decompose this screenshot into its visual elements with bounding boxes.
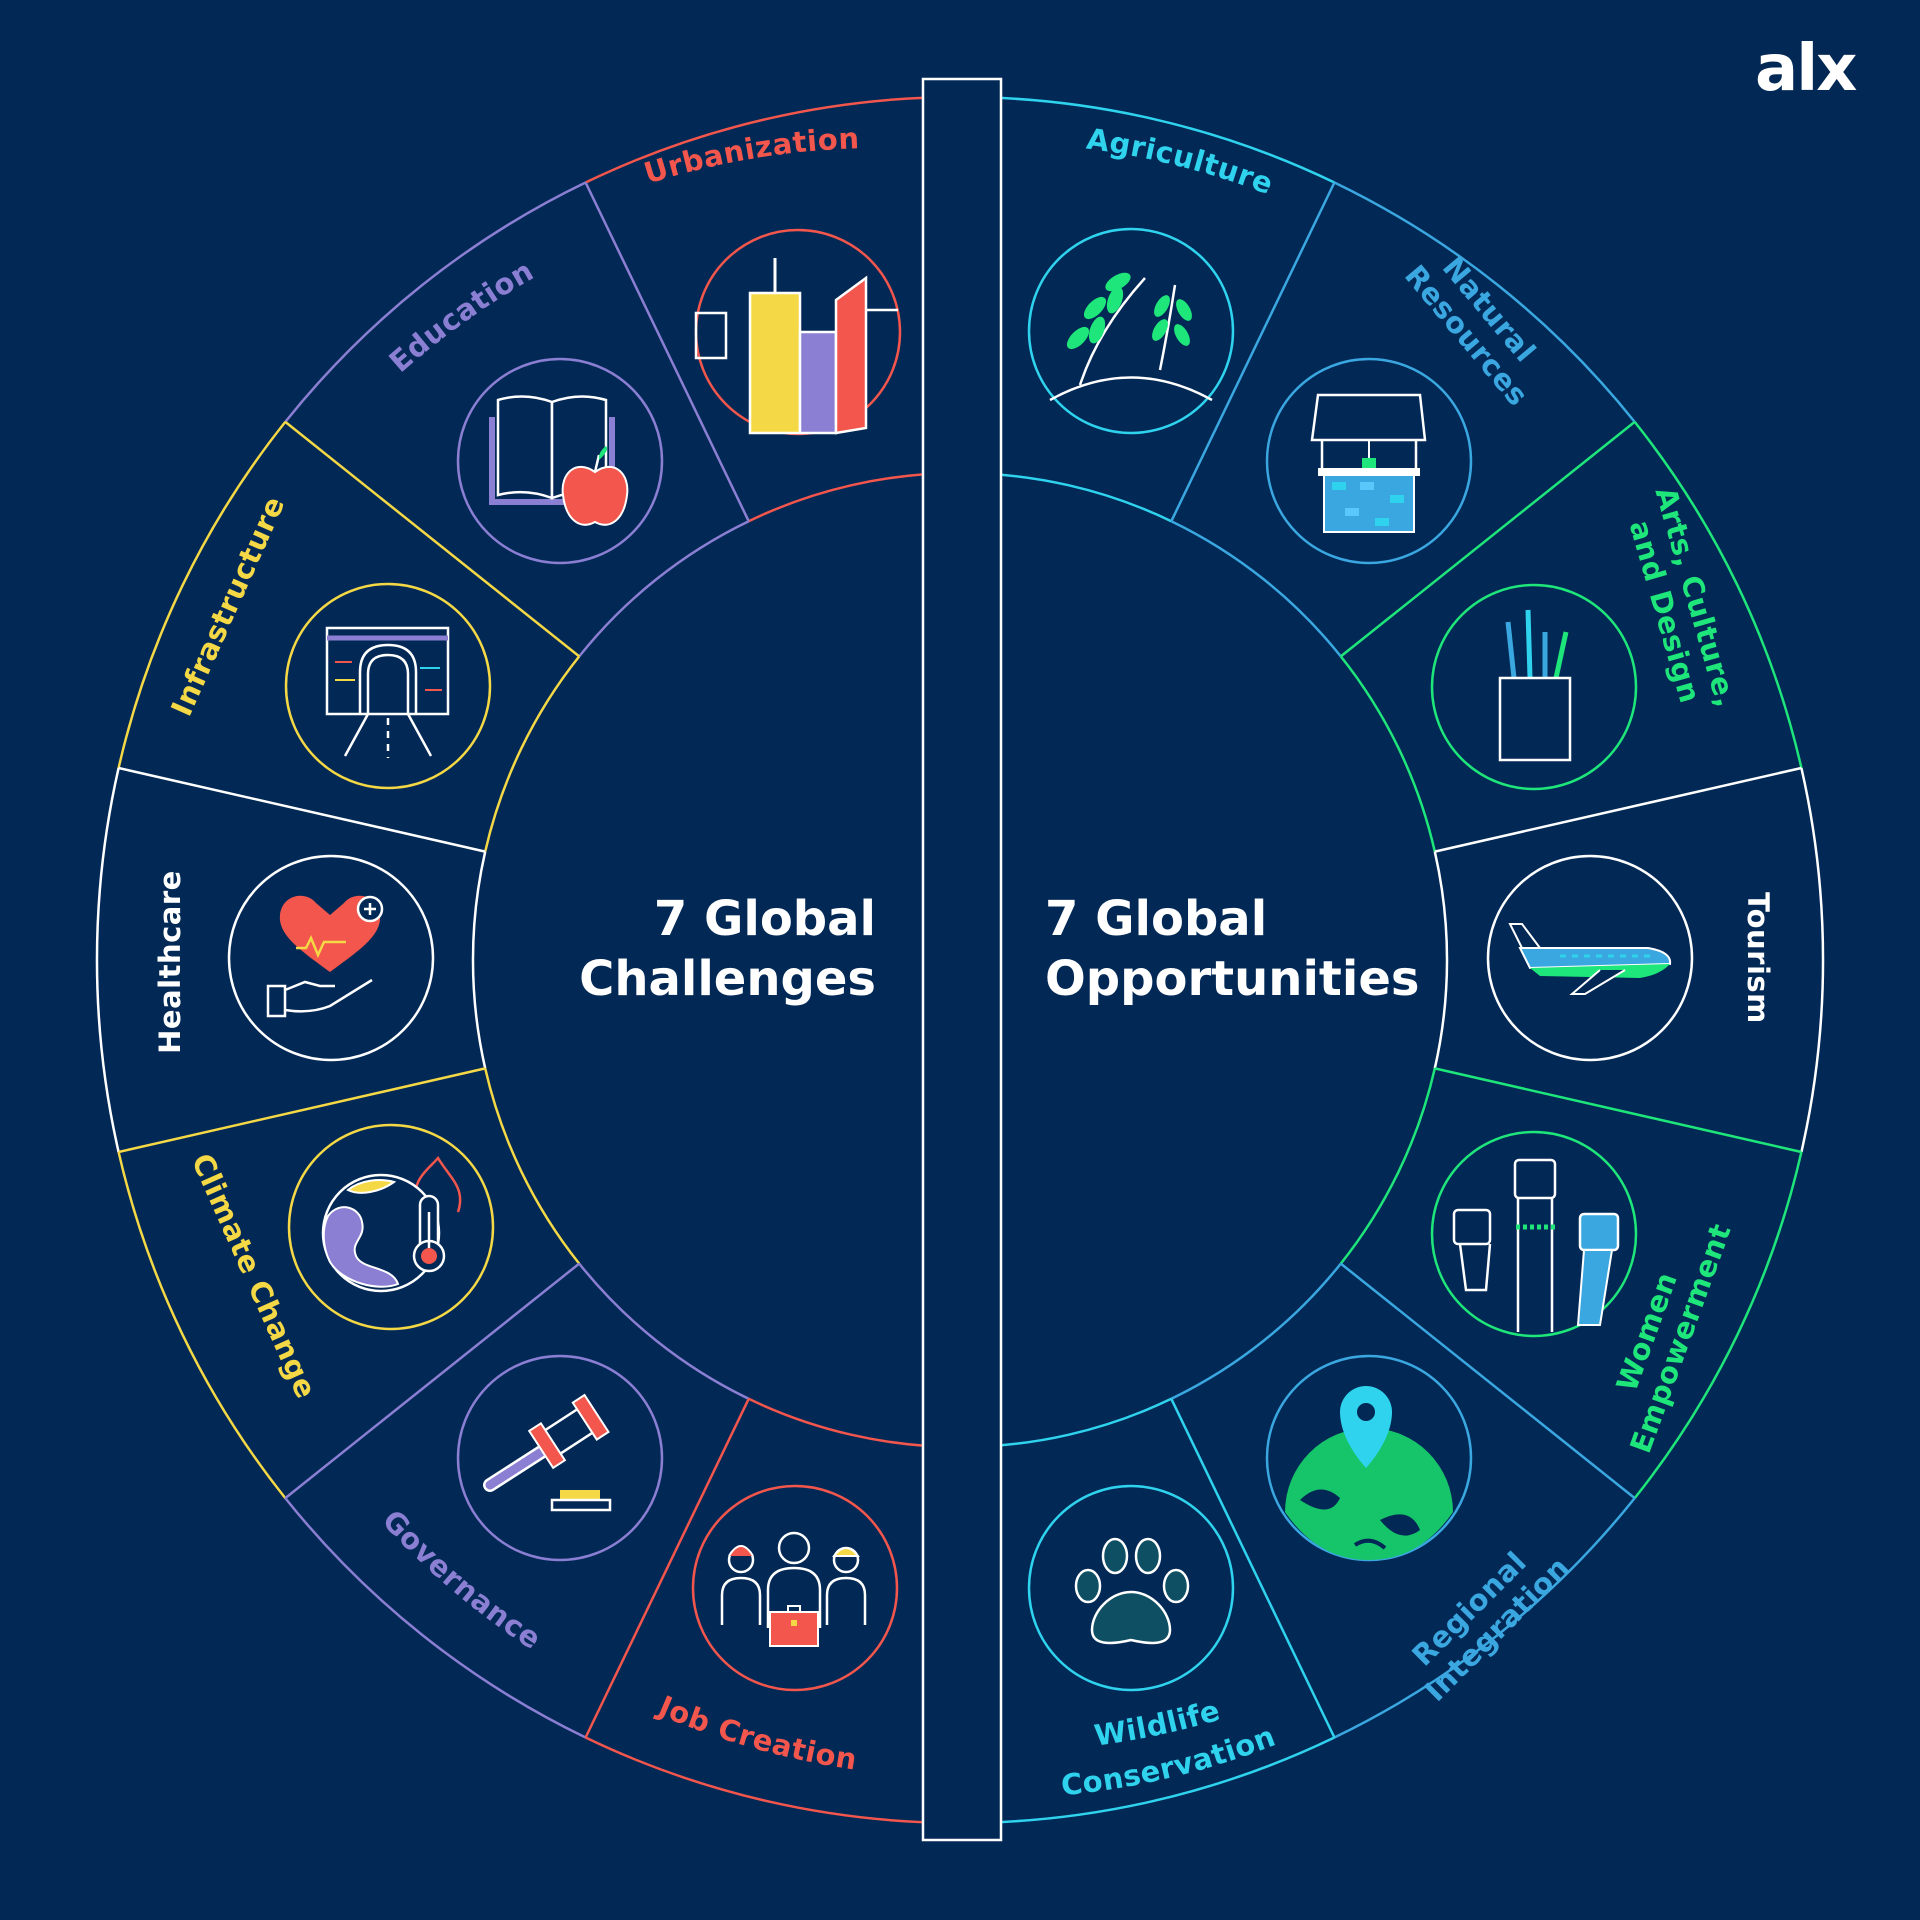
outer-arc-challenge bbox=[284, 1497, 587, 1739]
raised-fists-icon bbox=[1430, 1130, 1638, 1338]
opportunities-hub-title: 7 Global Opportunities bbox=[1045, 891, 1419, 1007]
paw-print-icon bbox=[1027, 1484, 1235, 1692]
segment-governance: Governance bbox=[376, 1354, 664, 1656]
spoke-opportunity bbox=[1434, 1067, 1802, 1154]
spoke-challenge bbox=[284, 420, 580, 658]
center-divider-band bbox=[921, 77, 1003, 1842]
gavel-icon bbox=[456, 1354, 664, 1562]
inner-arc-opportunity bbox=[1433, 851, 1449, 1069]
spoke-challenge bbox=[584, 181, 750, 522]
label-urbanization: Urbanization bbox=[640, 121, 860, 190]
inner-arc-challenge bbox=[578, 520, 750, 658]
spoke-challenge bbox=[118, 766, 486, 853]
outer-arc-challenge bbox=[284, 181, 587, 423]
segment-urbanization: Urbanization bbox=[640, 121, 902, 436]
outer-arc-opportunity bbox=[1333, 1497, 1636, 1739]
svg-text:Opportunities: Opportunities bbox=[1045, 951, 1419, 1007]
spoke-opportunity bbox=[1340, 1262, 1636, 1500]
segment-education: Education bbox=[383, 253, 664, 565]
outer-arc-challenge bbox=[95, 767, 120, 1153]
city-skyline-icon bbox=[694, 228, 902, 436]
workers-briefcase-icon bbox=[691, 1484, 899, 1692]
label-healthcare: Healthcare bbox=[153, 870, 187, 1054]
spoke-challenge bbox=[284, 1262, 580, 1500]
label-regional-integration: Regional Integration bbox=[1394, 1526, 1576, 1708]
segment-agriculture: Agriculture bbox=[1027, 122, 1279, 435]
spoke-opportunity bbox=[1170, 1398, 1336, 1739]
svg-text:Challenges: Challenges bbox=[579, 951, 876, 1007]
spoke-opportunity bbox=[1340, 420, 1636, 658]
segment-healthcare: Healthcare bbox=[153, 854, 435, 1062]
outer-arc-opportunity bbox=[1800, 767, 1825, 1153]
airplane-icon bbox=[1486, 854, 1694, 1062]
inner-arc-opportunity bbox=[1170, 1262, 1342, 1400]
label-governance: Governance bbox=[376, 1503, 548, 1656]
svg-text:7 Global: 7 Global bbox=[1045, 891, 1267, 947]
outer-arc-challenge bbox=[117, 1151, 287, 1499]
segment-regional-integration: Regional Integration bbox=[1265, 1354, 1576, 1708]
tunnel-road-icon bbox=[284, 582, 492, 790]
alx-logo: alx bbox=[1755, 32, 1857, 106]
book-apple-icon bbox=[456, 357, 664, 565]
segment-job-creation: Job Creation bbox=[652, 1484, 899, 1777]
globe-pin-icon bbox=[1265, 1354, 1473, 1562]
label-job-creation: Job Creation bbox=[652, 1688, 859, 1777]
segment-wildlife-conservation: Wildlife Conservation bbox=[1027, 1484, 1280, 1802]
spoke-opportunity bbox=[1434, 766, 1802, 853]
plant-sprouts-icon bbox=[1027, 227, 1235, 435]
pencil-cup-icon bbox=[1430, 583, 1638, 791]
spoke-challenge bbox=[584, 1398, 750, 1739]
label-tourism: Tourism bbox=[1741, 892, 1775, 1024]
outer-arc-challenge bbox=[585, 95, 961, 184]
inner-arc-opportunity bbox=[1170, 520, 1342, 658]
outer-arc-opportunity bbox=[1633, 421, 1803, 769]
inner-arc-challenge bbox=[578, 1262, 750, 1400]
outer-arc-opportunity bbox=[959, 1736, 1335, 1825]
outer-arc-opportunity bbox=[1633, 1151, 1803, 1499]
segment-infrastructure: Infrastructure bbox=[164, 491, 492, 790]
earth-thermometer-icon bbox=[287, 1123, 495, 1331]
segment-climate-change: Climate Change bbox=[185, 1123, 495, 1404]
svg-text:7 Global: 7 Global bbox=[654, 891, 876, 947]
spoke-challenge bbox=[118, 1067, 486, 1154]
outer-arc-opportunity bbox=[959, 95, 1335, 184]
inner-arc-challenge bbox=[471, 851, 487, 1069]
inner-arc-opportunity bbox=[1339, 1068, 1437, 1265]
challenges-hub-title: 7 Global Challenges bbox=[579, 891, 876, 1007]
label-infrastructure: Infrastructure bbox=[164, 491, 291, 721]
label-agriculture: Agriculture bbox=[1085, 122, 1279, 202]
inner-arc-challenge bbox=[483, 1068, 581, 1265]
inner-arc-challenge bbox=[483, 655, 581, 852]
outer-arc-challenge bbox=[585, 1736, 961, 1825]
segment-tourism: Tourism bbox=[1486, 854, 1775, 1062]
segment-women-empowerment: Women Empowerment bbox=[1430, 1130, 1738, 1457]
spoke-opportunity bbox=[1170, 181, 1336, 522]
outer-arc-opportunity bbox=[1333, 181, 1636, 423]
label-natural-resources: Natural Resources bbox=[1398, 236, 1561, 412]
segment-arts-culture-design: Arts, Culture, and Design bbox=[1430, 483, 1744, 791]
segment-natural-resources: Natural Resources bbox=[1265, 236, 1561, 565]
label-education: Education bbox=[383, 253, 540, 379]
outer-arc-challenge bbox=[117, 421, 287, 769]
water-well-icon bbox=[1265, 357, 1473, 565]
inner-arc-opportunity bbox=[1339, 655, 1437, 852]
heart-hand-icon bbox=[227, 854, 435, 1062]
